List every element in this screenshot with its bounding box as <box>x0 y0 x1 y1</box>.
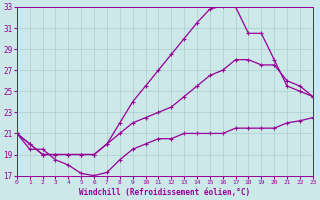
X-axis label: Windchill (Refroidissement éolien,°C): Windchill (Refroidissement éolien,°C) <box>79 188 250 197</box>
